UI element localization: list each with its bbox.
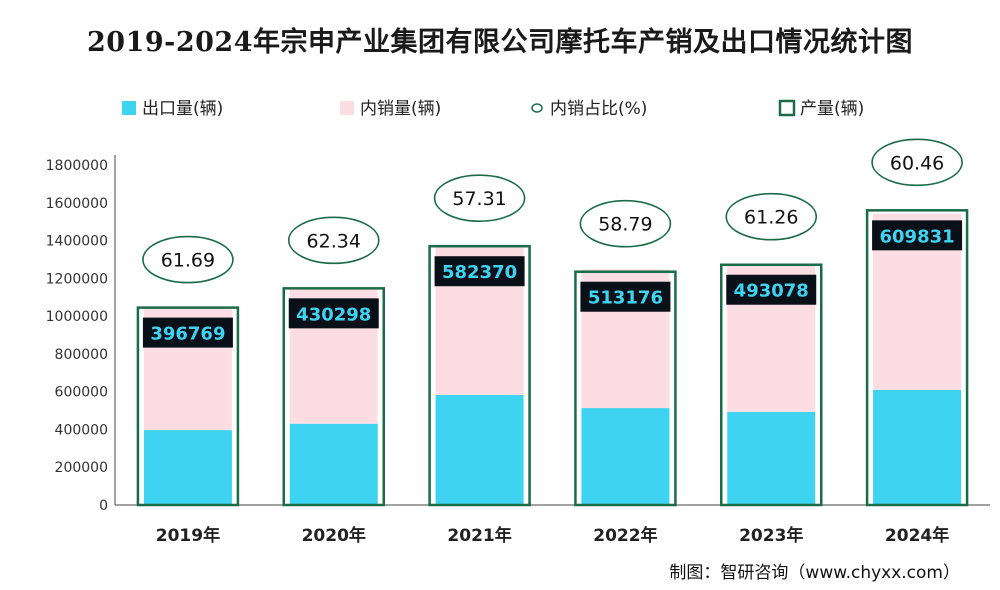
y-tick-label-0: 0 [99, 498, 108, 514]
bar-export-2 [435, 394, 524, 505]
legend-swatch-1 [340, 101, 354, 115]
export-label-3: 513176 [588, 288, 663, 309]
legend-label-0: 出口量(辆) [142, 99, 223, 119]
legend-label-2: 内销占比(%) [550, 99, 647, 119]
share-label-4: 61.26 [744, 207, 798, 229]
share-ellipse-2 [433, 174, 526, 223]
x-tick-label-3: 2022年 [593, 525, 657, 546]
export-label-bg-4 [726, 274, 817, 305]
chart-title: 2019-2024年宗申产业集团有限公司摩托车产销及出口情况统计图 [87, 27, 913, 58]
legend-label-3: 产量(辆) [800, 99, 864, 119]
export-label-bg-3 [580, 281, 671, 312]
export-label-bg-2 [434, 256, 525, 287]
y-tick-label-7: 1400000 [46, 234, 108, 250]
y-tick-label-4: 800000 [55, 347, 108, 363]
y-tick-label-5: 1000000 [46, 309, 108, 325]
y-tick-label-8: 1600000 [46, 196, 108, 212]
share-label-2: 57.31 [452, 188, 506, 210]
bar-export-1 [289, 423, 378, 505]
y-tick-label-6: 1200000 [46, 271, 108, 287]
legend-swatch-3 [778, 99, 796, 117]
bar-production-4 [720, 263, 823, 507]
export-label-2: 582370 [442, 262, 517, 283]
x-tick-label-2: 2021年 [447, 525, 511, 546]
export-label-4: 493078 [734, 281, 809, 302]
bar-production-0 [136, 306, 240, 507]
x-tick-label-0: 2019年 [156, 525, 220, 546]
chart-source: 制图：智研咨询（www.chyxx.com） [669, 563, 960, 583]
bar-production-5 [865, 209, 969, 507]
export-label-bg-0 [142, 317, 233, 348]
export-label-1: 430298 [296, 304, 371, 325]
export-label-5: 609831 [880, 226, 955, 247]
share-label-3: 58.79 [598, 214, 652, 236]
y-tick-label-3: 600000 [55, 385, 108, 401]
share-ellipse-0 [142, 235, 234, 284]
export-label-bg-5 [872, 220, 963, 251]
share-ellipse-5 [871, 138, 963, 187]
share-label-0: 61.69 [161, 250, 215, 272]
x-tick-label-4: 2023年 [739, 525, 803, 546]
bar-production-3 [574, 270, 677, 507]
share-ellipse-4 [725, 192, 818, 241]
y-tick-label-9: 1800000 [46, 158, 108, 174]
legend-swatch-2 [531, 103, 543, 113]
x-tick-label-5: 2024年 [885, 525, 949, 546]
share-label-5: 60.46 [890, 152, 944, 174]
bar-production-2 [428, 244, 531, 507]
y-tick-label-2: 400000 [55, 422, 108, 438]
y-tick-label-1: 200000 [55, 460, 108, 476]
share-ellipse-3 [579, 199, 672, 248]
bar-export-5 [873, 389, 962, 505]
export-label-bg-1 [288, 298, 379, 329]
share-ellipse-1 [287, 216, 380, 265]
legend-swatch-0 [122, 101, 136, 115]
bar-production-1 [282, 287, 385, 507]
bar-export-3 [581, 408, 670, 505]
legend-label-1: 内销量(辆) [360, 99, 441, 119]
bar-export-4 [727, 411, 816, 505]
bar-export-0 [143, 430, 232, 505]
share-label-1: 62.34 [307, 230, 361, 252]
export-label-0: 396769 [150, 324, 225, 345]
x-tick-label-1: 2020年 [302, 525, 366, 546]
